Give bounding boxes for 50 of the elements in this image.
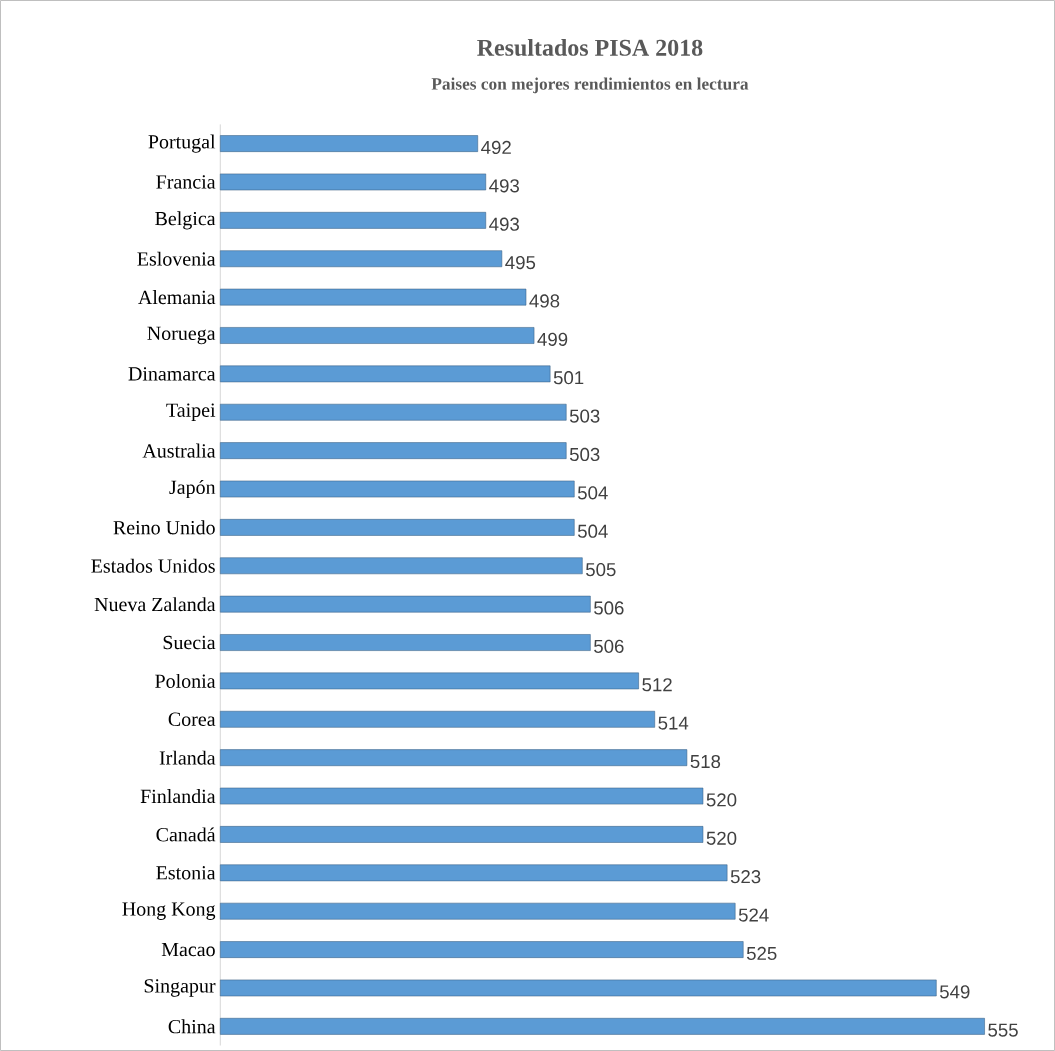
y-tick-label: Singapur (144, 979, 216, 997)
y-tick-label: Finlandia (140, 789, 216, 804)
data-label: 503 (569, 447, 600, 462)
y-tick-label: Japón (169, 479, 216, 499)
y-tick-label: Francia (156, 175, 216, 189)
data-label: 523 (730, 870, 761, 884)
data-label: 498 (529, 294, 560, 308)
y-tick-label: Eslovenia (137, 251, 216, 266)
data-label: 518 (690, 754, 721, 769)
data-label: 501 (553, 371, 584, 385)
data-label: 520 (706, 793, 737, 807)
y-tick-label: Estonia (156, 866, 216, 880)
chart-title: Resultados PISA 2018 (477, 38, 703, 56)
y-tick-label: Taipei (166, 403, 216, 421)
data-label: 549 (939, 985, 970, 999)
data-label: 493 (489, 217, 519, 231)
data-label: 495 (505, 255, 536, 270)
data-label: 504 (577, 524, 608, 538)
y-tick-label: Belgica (155, 211, 216, 230)
data-label: 493 (489, 179, 519, 193)
y-tick-label: Irlanda (159, 750, 216, 765)
y-tick-label: Nueva Zalanda (94, 597, 216, 612)
y-tick-label: Corea (168, 712, 216, 726)
y-tick-label: Polonia (155, 673, 216, 688)
data-label: 505 (586, 562, 616, 577)
y-tick-label: Portugal (148, 134, 216, 153)
data-label: 492 (481, 140, 511, 155)
y-tick-label: China (168, 1019, 216, 1034)
data-label: 512 (642, 678, 672, 692)
y-tick-label: Macao (161, 942, 215, 957)
data-label: 503 (569, 409, 600, 423)
chart-subtitle: Paises con mejores rendimientos en lectura (431, 77, 749, 94)
y-tick-label: Alemania (138, 290, 216, 305)
y-tick-label: Reino Unido (113, 520, 215, 535)
y-tick-label: Suecia (163, 635, 216, 650)
data-label: 555 (988, 1023, 1018, 1037)
y-tick-label: Estados Unidos (91, 558, 215, 573)
y-tick-label: Australia (142, 443, 216, 458)
y-tick-label: Hong Kong (122, 902, 216, 920)
data-label: 525 (746, 946, 777, 961)
data-label: 520 (706, 831, 737, 845)
y-tick-label: Noruega (147, 326, 216, 345)
data-label: 506 (594, 639, 624, 653)
data-label: 504 (577, 486, 608, 500)
data-label: 506 (594, 601, 624, 615)
data-label: 514 (658, 716, 689, 730)
y-tick-label: Canadá (156, 827, 216, 842)
y-tick-label: Dinamarca (128, 367, 216, 381)
data-label: 524 (738, 908, 769, 922)
data-label: 499 (537, 332, 568, 346)
